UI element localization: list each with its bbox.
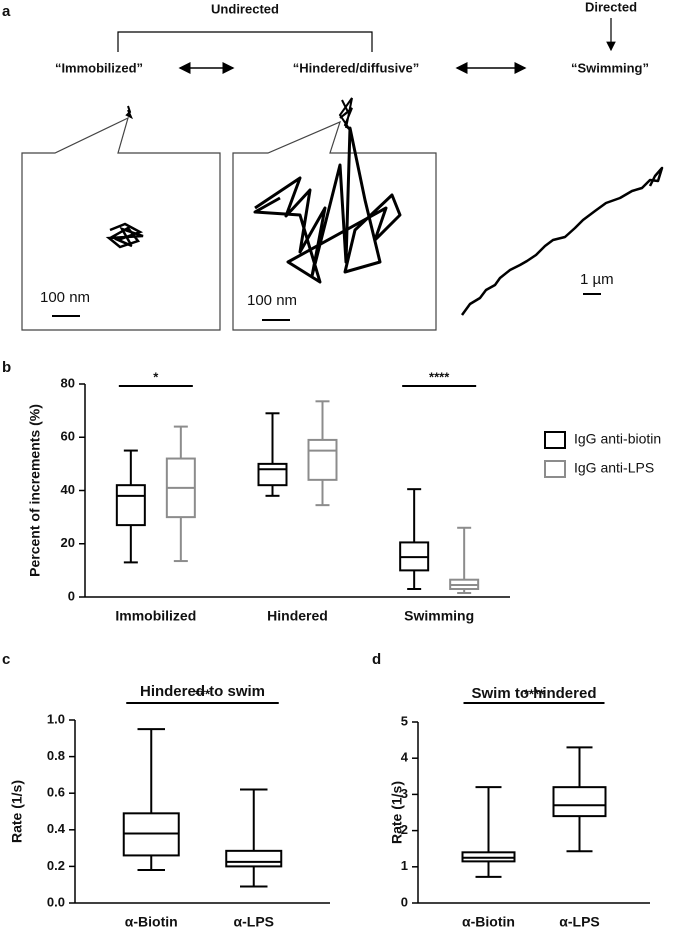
legend-label: IgG anti-LPS [574,460,654,476]
y-tick-label: 5 [401,713,408,728]
y-tick-label: 2 [401,822,408,837]
y-tick-label: 0.4 [47,821,66,836]
state-label: “Swimming” [571,60,649,75]
chart-title: Swim to hindered [471,685,596,702]
y-tick-label: 20 [61,535,75,550]
y-tick-label: 3 [401,786,408,801]
legend-swatch [544,460,566,478]
track [105,222,144,249]
y-tick-label: 60 [61,429,75,444]
y-tick-label: 0.6 [47,785,65,800]
x-tick-label: α-Biotin [462,914,515,930]
x-tick-label: α-Biotin [125,914,178,930]
y-tick-label: 0.8 [47,748,65,763]
directed-label: Directed [585,0,637,14]
y-axis-title: Percent of increments (%) [27,404,43,577]
panel-letter: d [372,651,381,668]
x-tick-label: Swimming [404,608,474,624]
legend-label: IgG anti-biotin [574,431,661,447]
box [225,849,283,868]
y-tick-label: 0.2 [47,858,65,873]
bracket [117,31,373,52]
y-axis-title: Rate (1/s) [9,780,25,843]
significance-label: *** [195,686,211,701]
box [115,484,146,527]
panel-letter: c [2,651,10,668]
legend-swatch [544,431,566,449]
undirected-label: Undirected [211,1,279,16]
y-tick-label: 40 [61,482,75,497]
box [257,462,288,487]
y-tick-label: 80 [61,375,75,390]
significance-label: **** [524,686,545,701]
scale-label: 1 µm [580,271,614,288]
state-label: “Immobilized” [55,60,143,75]
chart-title: Hindered to swim [140,683,265,700]
significance-label: **** [429,369,450,384]
track [460,166,664,316]
y-tick-label: 0 [68,588,75,603]
y-tick-label: 1 [401,858,408,873]
x-tick-label: α-LPS [559,914,600,930]
significance-label: * [153,369,159,384]
track [253,126,402,284]
y-tick-label: 0.0 [47,894,65,909]
scale-label: 100 nm [40,289,90,306]
callout-box [232,120,437,331]
callout-box [21,116,221,331]
x-tick-label: α-LPS [234,914,275,930]
box [552,786,607,818]
track [338,97,353,131]
y-tick-label: 4 [401,750,409,765]
state-label: “Hindered/diffusive” [293,60,419,75]
panel-letter: b [2,359,11,376]
box [307,438,338,481]
y-axis-title: Rate (1/s) [389,781,405,844]
x-tick-label: Hindered [267,608,328,624]
x-tick-label: Immobilized [115,608,196,624]
track [125,105,133,120]
y-tick-label: 0 [401,894,408,909]
panel-letter: a [2,3,11,20]
y-tick-label: 1.0 [47,711,65,726]
scale-label: 100 nm [247,292,297,309]
